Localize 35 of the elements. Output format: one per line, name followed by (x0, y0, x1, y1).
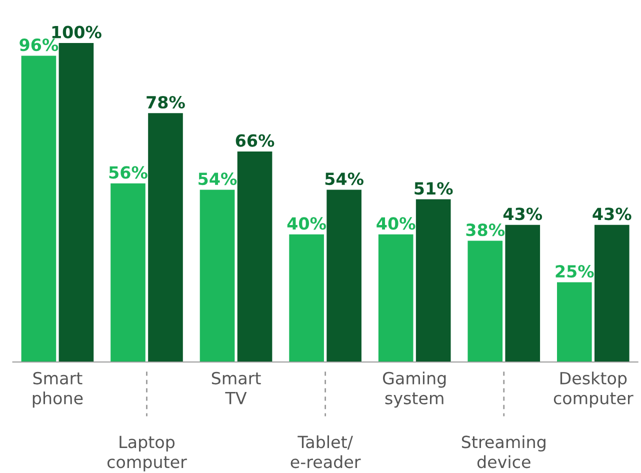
bar (505, 224, 540, 362)
bar (378, 234, 414, 362)
data-label: 54% (325, 172, 364, 186)
data-label: 54% (198, 172, 237, 186)
x-tick-label: Streaming device (462, 435, 546, 468)
data-label: 25% (556, 265, 594, 278)
x-tick-label: Tablet/ e-reader (290, 435, 361, 468)
bar (237, 151, 272, 362)
x-tick-label: Desktop computer (554, 372, 634, 408)
data-label: 43% (503, 208, 542, 220)
bar (200, 190, 235, 362)
bar (556, 282, 592, 362)
x-tick-label: Laptop computer (107, 436, 187, 472)
data-label: 56% (109, 166, 148, 179)
data-label: 100% (52, 26, 102, 38)
data-label: 43% (592, 208, 632, 220)
bar (416, 199, 451, 362)
bar (110, 183, 146, 362)
data-label: 51% (414, 182, 453, 195)
bar (594, 224, 630, 362)
bar (148, 113, 183, 362)
data-label: 96% (20, 38, 58, 52)
bar (468, 240, 503, 362)
bar (21, 56, 56, 362)
bar (289, 234, 324, 362)
data-label: 40% (287, 217, 326, 230)
bar (326, 190, 362, 362)
data-label: 66% (236, 134, 274, 147)
x-tick-label: Smart phone (32, 372, 83, 408)
x-tick-label: Smart TV (212, 372, 261, 404)
data-label: 38% (466, 224, 505, 236)
data-label: 40% (376, 217, 416, 230)
data-label: 78% (146, 96, 185, 109)
x-tick-label: Gaming system (382, 372, 446, 408)
bar (58, 43, 94, 362)
